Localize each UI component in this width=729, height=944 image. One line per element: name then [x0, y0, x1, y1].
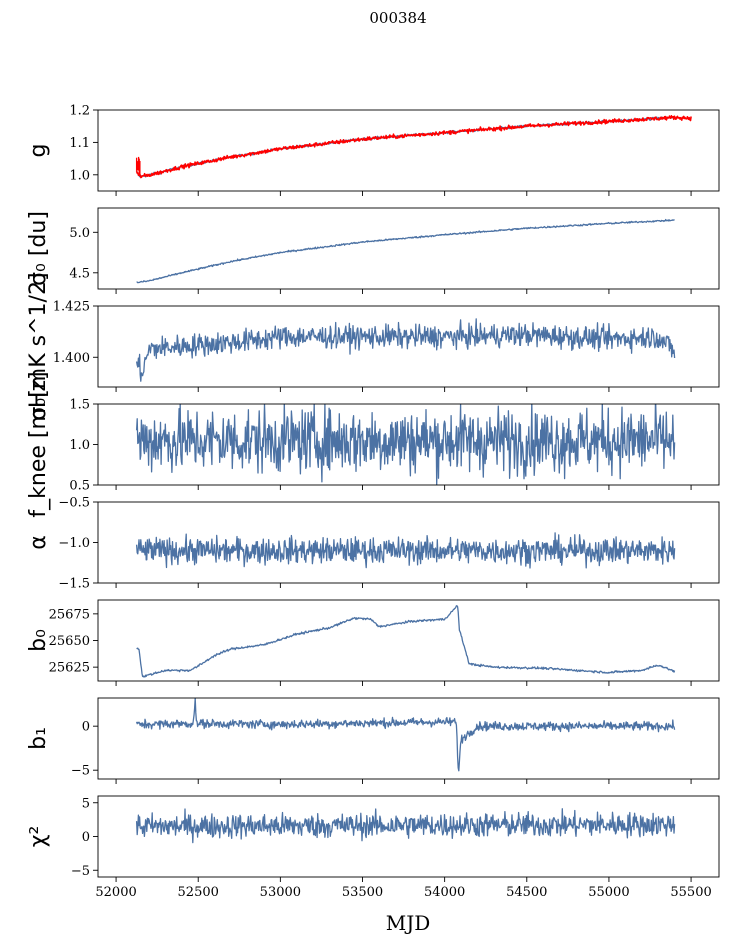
- y-axis-label: f_knee [mHz]: [26, 371, 51, 517]
- y-tick-label: −5: [71, 764, 90, 779]
- panel-frame: [97, 305, 720, 388]
- y-tick-label: 4.5: [69, 266, 90, 281]
- x-tick-label: 54500: [506, 885, 547, 900]
- y-tick-label: 0: [82, 830, 90, 845]
- panel-1: 1.0 1.1 1.2 g: [26, 104, 720, 196]
- y-tick-label: 25675: [49, 607, 90, 622]
- y-tick-label: 0: [82, 720, 90, 735]
- y-axis-label: g: [26, 144, 51, 158]
- y-tick-label: 1.2: [69, 104, 90, 119]
- y-tick-label: 0.5: [69, 479, 90, 494]
- panel-2: 4.5 5.0 σ₀ [du]: [26, 207, 720, 294]
- y-tick-label: −5: [71, 864, 90, 879]
- x-tick-label: 53000: [260, 885, 301, 900]
- series-line: [135, 404, 676, 485]
- y-axis-label: b₁: [26, 727, 51, 750]
- series-line: [136, 116, 676, 178]
- series-line: [135, 318, 676, 382]
- panel-8: −5 0 5 52000 52500 53000 53500 54000 54500 55000 5…: [26, 795, 720, 900]
- y-axis-label: α: [26, 535, 51, 550]
- y-tick-label: 1.0: [69, 168, 90, 183]
- y-axis-label: σ₀ [du]: [26, 211, 51, 286]
- panel-7: −5 0 b₁: [26, 697, 720, 784]
- panel-frame: [97, 599, 720, 682]
- y-axis-label: σ₀[mK s^1/2]: [26, 272, 51, 420]
- x-axis-label: MJD: [386, 911, 431, 935]
- y-tick-label: 1.425: [53, 300, 90, 315]
- panel-5: −1.5 −1.0 −0.5 α: [26, 496, 720, 592]
- y-tick-label: −1.0: [58, 536, 90, 551]
- panel-frame: [97, 697, 720, 780]
- panel-frame: [97, 207, 720, 290]
- x-tick-label: 52000: [95, 885, 136, 900]
- series-line: [136, 605, 676, 678]
- figure-title: 000384: [369, 9, 426, 27]
- x-tick-label: 53500: [342, 885, 383, 900]
- series-line: [135, 115, 692, 179]
- panel-4: 0.5 1.0 1.5 f_knee [mHz]: [26, 371, 720, 518]
- series-line: [135, 698, 676, 772]
- y-axis-label: b₀: [26, 629, 51, 652]
- y-tick-label: 1.1: [69, 136, 90, 151]
- y-tick-label: 25650: [49, 634, 90, 649]
- y-tick-label: −1.5: [58, 577, 90, 592]
- x-tick-label: 55000: [588, 885, 629, 900]
- panel-6: 25625 25650 25675 b₀: [26, 599, 720, 686]
- panel-frame: [97, 403, 720, 486]
- y-tick-label: 1.0: [69, 438, 90, 453]
- y-tick-label: 5: [82, 796, 90, 811]
- y-tick-label: 1.5: [69, 398, 90, 413]
- panel-frame: [97, 109, 720, 192]
- y-tick-label: 25625: [49, 661, 90, 676]
- y-tick-label: 5.0: [69, 226, 90, 241]
- y-tick-label: −0.5: [58, 496, 90, 511]
- x-tick-label: 54000: [424, 885, 465, 900]
- y-axis-label: χ²: [26, 826, 51, 848]
- series-line: [135, 532, 676, 569]
- series-line: [135, 808, 676, 844]
- x-tick-label: 52500: [178, 885, 219, 900]
- y-tick-label: 1.400: [53, 351, 90, 366]
- x-tick-label: 55500: [670, 885, 711, 900]
- series-line: [136, 218, 675, 284]
